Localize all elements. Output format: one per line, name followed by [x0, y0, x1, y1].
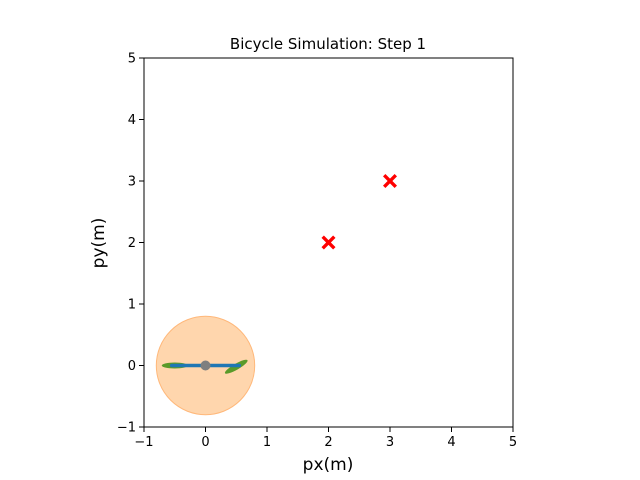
y-tick-label: 0 [128, 359, 136, 374]
y-tick-label: 1 [128, 298, 136, 313]
y-axis-ticks: −1 0 1 2 3 4 5 [117, 52, 144, 436]
y-tick-label: 2 [128, 236, 136, 251]
x-tick-label: 0 [201, 435, 209, 450]
x-tick-label: 1 [263, 435, 271, 450]
bicycle-hub [200, 360, 211, 371]
plot-area [143, 57, 514, 428]
x-axis-label: px(m) [303, 455, 354, 475]
y-axis-label: py(m) [89, 218, 109, 269]
x-tick-label: −1 [134, 435, 153, 450]
x-axis-ticks: −1 0 1 2 3 4 5 [134, 427, 517, 450]
y-tick-label: 5 [128, 52, 136, 67]
y-tick-label: 4 [128, 113, 136, 128]
x-tick-label: 2 [324, 435, 332, 450]
y-tick-label: 3 [128, 175, 136, 190]
x-tick-label: 3 [386, 435, 394, 450]
goal-marker [383, 174, 397, 188]
chart-title: Bicycle Simulation: Step 1 [230, 35, 426, 53]
goal-marker [321, 235, 336, 250]
x-tick-label: 5 [509, 435, 517, 450]
x-tick-label: 4 [447, 435, 455, 450]
y-tick-label: −1 [117, 421, 136, 436]
